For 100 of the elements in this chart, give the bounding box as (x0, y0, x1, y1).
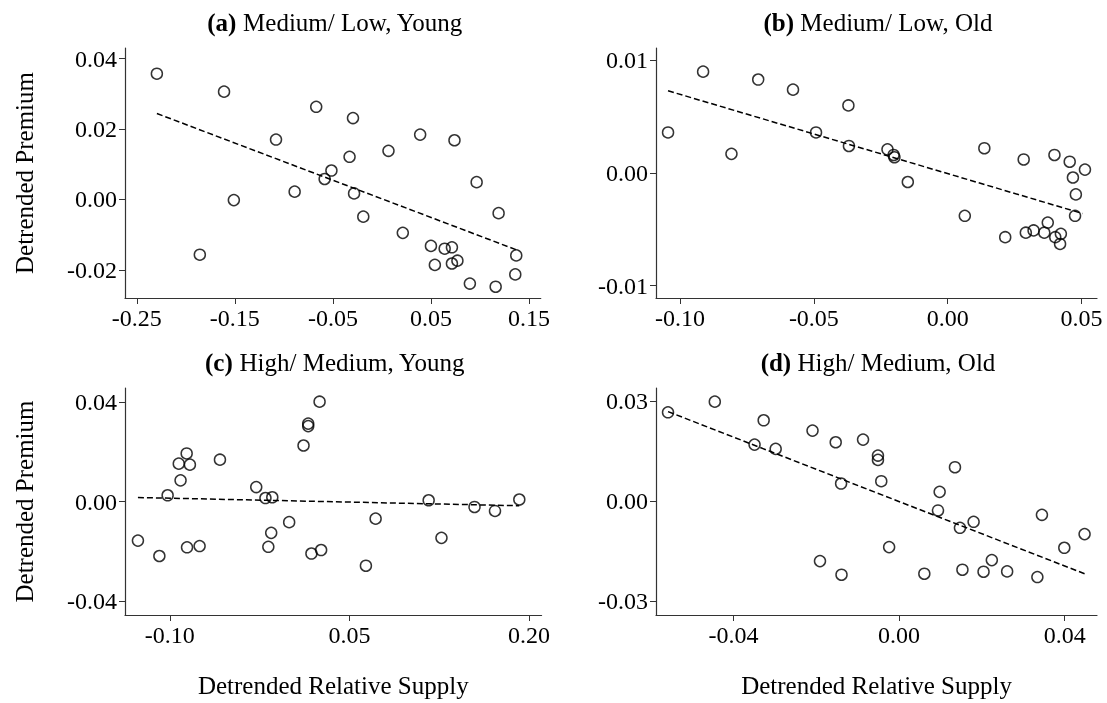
x-tick-label: -0.05 (307, 305, 358, 331)
point (213, 453, 227, 466)
point (180, 541, 194, 554)
chart-title: (d) High/ Medium, Old (760, 349, 996, 377)
point (325, 164, 338, 177)
point (172, 457, 186, 470)
x-axis-title: Detrended Relative Supply (741, 672, 1013, 699)
point (161, 489, 174, 502)
x-tick-label: -0.05 (788, 305, 839, 331)
point (1058, 541, 1071, 555)
point (1063, 155, 1076, 168)
point (413, 128, 427, 141)
point (346, 111, 360, 125)
point (183, 458, 197, 471)
point (871, 453, 885, 467)
point (510, 249, 523, 262)
point (282, 515, 296, 529)
point (901, 175, 915, 189)
point (174, 474, 187, 487)
point (489, 280, 502, 293)
point (262, 540, 275, 554)
point (1068, 209, 1082, 223)
point (445, 241, 459, 254)
point (193, 539, 206, 553)
point (1035, 508, 1049, 522)
point (309, 100, 323, 114)
y-tick-label: 0.01 (606, 47, 648, 74)
point (751, 73, 765, 86)
point (470, 175, 483, 189)
y-tick-label: 0.00 (75, 488, 117, 515)
point (1049, 230, 1062, 244)
x-tick-label: 0.00 (878, 622, 921, 648)
y-tick-label: 0.04 (75, 45, 117, 72)
point (931, 504, 945, 517)
point (948, 460, 962, 474)
point (513, 493, 526, 506)
x-tick-label: -0.25 (111, 305, 162, 331)
point (918, 567, 931, 580)
point (131, 534, 145, 547)
point (956, 563, 969, 576)
x-tick-label: 0.04 (1043, 622, 1086, 648)
point (445, 257, 459, 270)
x-tick-label: 0.05 (409, 305, 452, 331)
point (1078, 527, 1091, 541)
x-tick-label: 0.05 (1060, 305, 1103, 331)
point (871, 449, 885, 462)
point (422, 494, 435, 507)
point (757, 414, 770, 427)
x-tick-label: 0.00 (926, 305, 969, 331)
point (1038, 226, 1051, 239)
y-tick-label: -0.02 (67, 256, 117, 283)
point (180, 447, 193, 460)
x-tick-label: 0.15 (508, 305, 550, 331)
point (435, 531, 448, 545)
point (193, 248, 207, 261)
point (382, 144, 395, 158)
y-tick-label: 0.00 (606, 488, 648, 515)
y-tick-label: 0.02 (75, 115, 117, 142)
point (696, 65, 710, 78)
point (266, 491, 279, 504)
point (492, 206, 505, 220)
point (661, 406, 675, 419)
y-tick-label: 0.00 (75, 186, 117, 213)
point (842, 99, 855, 112)
point (842, 139, 856, 153)
point (369, 512, 382, 525)
point (813, 554, 827, 568)
point (977, 565, 990, 578)
point (806, 424, 819, 437)
point (217, 85, 231, 98)
point (748, 438, 761, 451)
point (227, 193, 241, 207)
x-tick-label: -0.04 (708, 622, 759, 648)
point (463, 277, 477, 290)
x-tick-label: -0.10 (144, 622, 195, 648)
point (288, 185, 301, 198)
point (829, 436, 842, 449)
y-tick-label: 0.00 (606, 160, 648, 186)
point (318, 172, 331, 186)
point (150, 67, 164, 80)
point (451, 254, 464, 267)
y-axis-title: Detrended Premium (11, 399, 38, 603)
x-tick-label: 0.20 (508, 622, 550, 648)
point (1066, 171, 1080, 184)
point (1031, 570, 1044, 584)
x-axis-title: Detrended Relative Supply (197, 672, 470, 699)
point (967, 515, 980, 529)
point (1027, 224, 1040, 237)
point (661, 126, 675, 139)
point (1041, 216, 1055, 229)
point (1078, 163, 1092, 176)
point (1019, 226, 1033, 239)
y-tick-label: -0.01 (598, 272, 648, 299)
point (269, 133, 283, 146)
point (1048, 148, 1061, 162)
point (313, 395, 326, 408)
y-tick-label: -0.04 (67, 588, 117, 615)
point (488, 504, 502, 518)
point (153, 549, 166, 563)
point (786, 83, 800, 96)
